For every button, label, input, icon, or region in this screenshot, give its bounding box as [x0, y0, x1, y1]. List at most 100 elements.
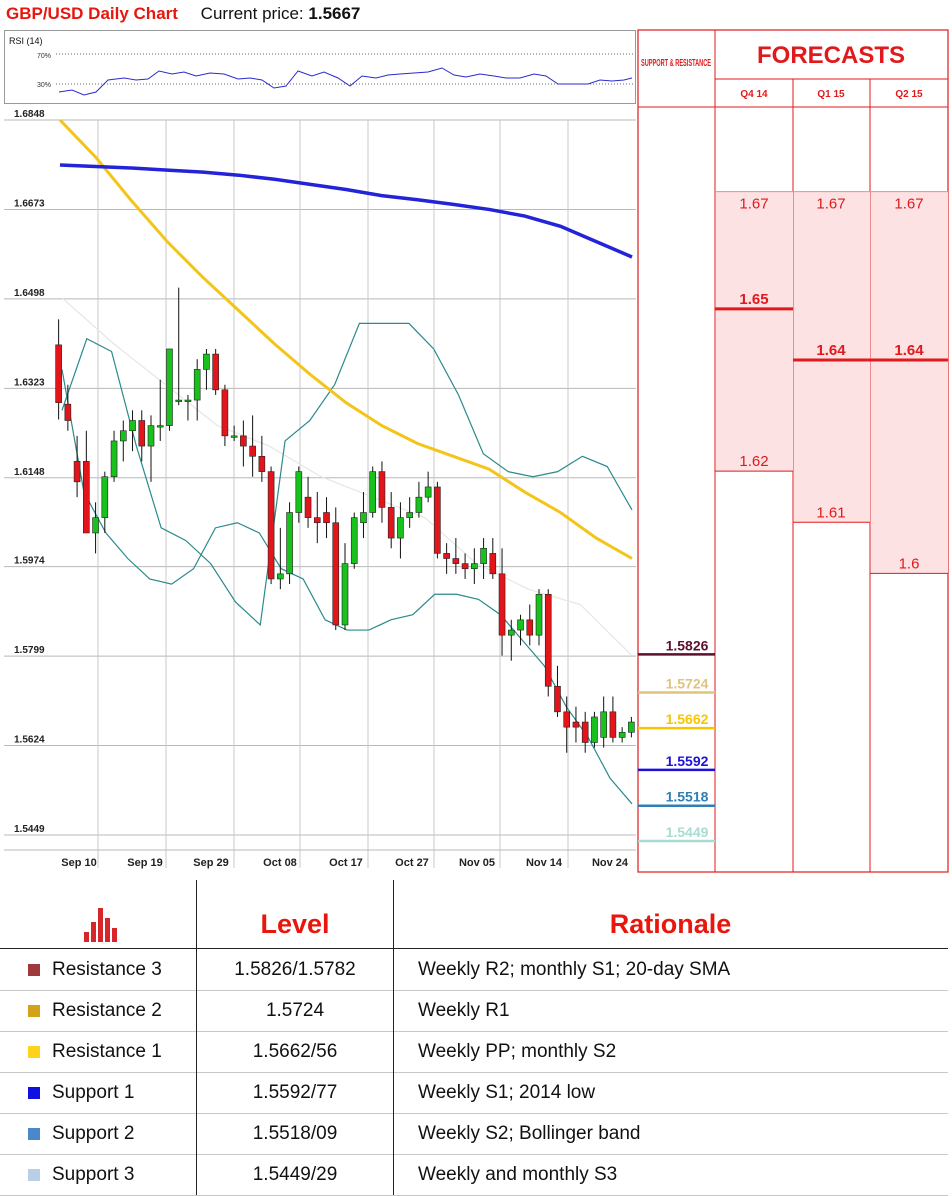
row-level: 1.5662/56	[196, 1031, 394, 1072]
level-color-swatch	[28, 1087, 40, 1099]
candle-body	[221, 389, 229, 437]
candle-body	[350, 517, 358, 564]
candle-body	[563, 711, 571, 728]
candle-body	[332, 522, 340, 626]
sr-level-label: 1.5724	[666, 675, 709, 691]
row-rationale: Weekly S2; Bollinger band	[418, 1123, 641, 1144]
row-level: 1.5826/1.5782	[196, 949, 394, 990]
y-tick-label: 1.5624	[14, 735, 45, 746]
y-tick-label: 1.6498	[14, 288, 45, 299]
forecast-low: 1.62	[739, 453, 768, 470]
forecasts-title: FORECASTS	[757, 42, 905, 69]
x-tick-label: Nov 24	[592, 857, 629, 869]
price-label: Current price:	[200, 4, 304, 23]
candle-body	[517, 619, 524, 631]
candle-body	[526, 619, 534, 636]
forecast-range	[794, 191, 870, 523]
forecast-high: 1.67	[816, 196, 845, 213]
y-tick-label: 1.6848	[14, 109, 45, 120]
sma-55-line	[58, 118, 633, 560]
forecast-low: 1.61	[816, 504, 845, 521]
candle-body	[73, 461, 81, 483]
rsi-panel: RSI (14) 70% 30%	[4, 30, 636, 104]
candle-body	[147, 425, 155, 447]
forecast-col-label: Q4 14	[740, 89, 768, 100]
x-tick-label: Nov 05	[459, 857, 495, 869]
row-name: Resistance 2	[28, 990, 196, 1031]
candle-body	[166, 348, 173, 426]
price-value: 1.5667	[308, 4, 361, 23]
candle-body	[230, 435, 238, 438]
candle-body	[471, 563, 478, 570]
row-name: Resistance 1	[28, 1031, 196, 1072]
candle-body	[360, 512, 367, 524]
row-name-text: Resistance 2	[52, 1000, 162, 1021]
forecast-high: 1.67	[894, 196, 923, 213]
x-tick-label: Oct 17	[329, 857, 363, 869]
bollinger-lower	[61, 369, 633, 805]
candle-body	[369, 471, 377, 513]
candle-body	[119, 430, 127, 442]
x-tick-label: Sep 29	[193, 857, 228, 869]
forecast-median: 1.65	[739, 291, 768, 308]
x-tick-label: Oct 08	[263, 857, 297, 869]
level-color-swatch	[28, 1169, 40, 1181]
candle-body	[83, 461, 90, 534]
sr-level-label: 1.5518	[666, 789, 709, 805]
row-rationale: Weekly and monthly S3	[418, 1164, 618, 1185]
row-name-text: Resistance 1	[52, 1041, 162, 1062]
bollinger-upper	[61, 322, 633, 627]
forecast-low: 1.6	[899, 555, 920, 572]
sr-level-label: 1.5826	[666, 637, 709, 653]
candle-body	[110, 440, 118, 478]
candle-body	[277, 573, 284, 580]
candle-body	[267, 471, 275, 580]
forecast-panel: SUPPORT & RESISTANCE FORECASTS Q4 14 1.67 1.…	[637, 29, 949, 873]
level-color-swatch	[28, 1005, 40, 1017]
y-tick-label: 1.5974	[14, 556, 45, 567]
candle-body	[554, 685, 561, 713]
row-level: 1.5724	[196, 990, 394, 1031]
candle-body	[138, 420, 146, 447]
candle-body	[618, 731, 626, 738]
bar-chart-icon	[84, 908, 117, 942]
row-name: Support 3	[28, 1154, 196, 1195]
x-tick-label: Sep 10	[61, 857, 96, 869]
table-row: Resistance 1 1.5662/56 Weekly PP; monthl…	[0, 1031, 948, 1073]
candle-body	[572, 721, 580, 728]
candle-body	[507, 629, 515, 636]
candle-body	[452, 558, 460, 564]
candle-body	[387, 507, 395, 539]
forecast-range	[716, 191, 793, 472]
rsi-level-70: 70%	[37, 53, 51, 60]
forecast-median: 1.64	[816, 342, 846, 359]
x-tick-label: Sep 19	[127, 857, 162, 869]
row-name: Resistance 3	[28, 949, 196, 990]
forecast-col-label: Q2 15	[895, 89, 923, 100]
candle-body	[313, 517, 321, 524]
bollinger-mid	[61, 297, 633, 657]
candle-body	[304, 496, 312, 518]
row-level: 1.5449/29	[196, 1154, 394, 1195]
candle-body	[193, 369, 201, 401]
candle-body	[92, 517, 99, 534]
candle-body	[212, 353, 219, 391]
rsi-level-30: 30%	[37, 82, 51, 89]
row-name: Support 1	[28, 1072, 196, 1113]
sr-level-label: 1.5592	[666, 753, 709, 769]
candle-body	[480, 547, 487, 564]
candle-body	[184, 399, 192, 402]
candle-body	[323, 512, 330, 524]
chart-title: GBP/USD Daily Chart Current price: 1.566…	[6, 4, 360, 24]
table-row: Resistance 2 1.5724 Weekly R1	[0, 990, 948, 1032]
rsi-label: RSI (14)	[9, 36, 43, 46]
candle-body	[591, 716, 598, 743]
candle-body	[544, 593, 552, 687]
y-tick-label: 1.6148	[14, 467, 45, 478]
sma-200-line	[59, 163, 633, 259]
row-rationale: Weekly PP; monthly S2	[418, 1041, 617, 1062]
row-name-text: Support 2	[52, 1123, 135, 1144]
candle-body	[406, 512, 413, 518]
candle-body	[286, 512, 293, 575]
candle-body	[498, 573, 506, 636]
